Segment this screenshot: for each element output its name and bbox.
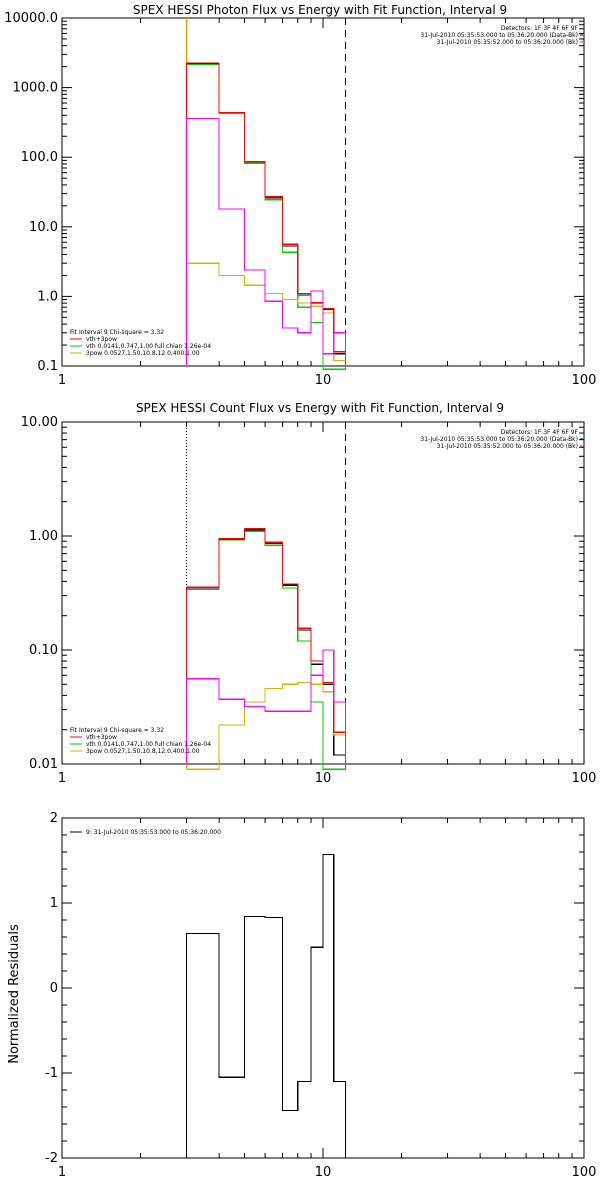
count-legend-bottom-left-line: vth 0.0141,0.747,1.00 full chian 1.26e-0… <box>86 741 211 748</box>
photon-y-tick-label: 10000.0 <box>4 11 58 26</box>
photon-y-tick-label: 1.0 <box>37 289 58 304</box>
count-x-tick-label: 10 <box>315 771 332 786</box>
count-series-3 <box>185 528 347 764</box>
photon-y-tick-label: 0.1 <box>37 359 58 374</box>
count-legend-top-right-line: 31-Jul-2010 05:35:53.000 to 05:36:20.000… <box>420 436 578 443</box>
residuals-series-group <box>185 853 347 1158</box>
count-y-tick-label: 0.10 <box>29 643 58 658</box>
photon-title: SPEX HESSI Photon Flux vs Energy with Fi… <box>133 3 507 17</box>
photon-series-0 <box>185 63 347 366</box>
count-legend-top-right-line: Detectors: 1F 3F 4F 6F 9F <box>501 429 579 436</box>
photon-x-tick-label: 1 <box>58 373 66 388</box>
count-x-tick-label: 100 <box>572 771 597 786</box>
residuals-y-axis-label: Normalized Residuals <box>7 924 22 1064</box>
photon-legend-top-right-line: Detectors: 1F 3F 4F 6F 9F <box>501 25 579 32</box>
count-y-tick-label: 0.01 <box>29 757 58 772</box>
count-series-2 <box>185 681 347 770</box>
residuals-y-tick-label: -1 <box>45 1066 58 1081</box>
count-series-4 <box>185 649 347 764</box>
photon-series-1 <box>185 63 347 370</box>
photon-panel: SPEX HESSI Photon Flux vs Energy with Fi… <box>4 3 596 388</box>
residuals-x-tick-label: 10 <box>315 1165 332 1180</box>
residuals-x-tick-label: 1 <box>58 1165 66 1180</box>
count-legend-bottom-left-line: vth+3pow <box>86 734 117 741</box>
photon-x-tick-label: 100 <box>572 373 597 388</box>
count-x-tick-label: 1 <box>58 771 66 786</box>
photon-series-group <box>185 62 347 370</box>
residuals-y-tick-label: 0 <box>50 981 58 996</box>
photon-y-tick-label: 1000.0 <box>13 81 59 96</box>
residuals-legends: 9: 31-Jul-2010 05:35:53.000 to 05:36:20.… <box>70 829 221 836</box>
count-axes: 1 10 100 0.01 0.10 1.00 10.00 <box>21 415 597 786</box>
photon-legend-bottom-left-line: vth 0.0141,0.747,1.00 full chian 1.26e-0… <box>86 343 211 350</box>
residuals-x-tick-label: 100 <box>572 1165 597 1180</box>
count-legend-top-right-line: 31-Jul-2010 05:35:52.000 to 05:36:20.000… <box>437 443 578 450</box>
photon-series-3 <box>185 62 347 366</box>
count-vertical-lines <box>186 422 347 764</box>
count-y-tick-label: 1.00 <box>29 529 58 544</box>
photon-y-tick-label: 100.0 <box>21 150 58 165</box>
photon-vertical-lines <box>185 18 347 366</box>
photon-legend-bottom-left-line: vth+3pow <box>86 336 117 343</box>
residuals-panel: Normalized Residuals 1 10 100 -2 -1 0 1 2 9: 31… <box>7 811 596 1180</box>
count-y-tick-label: 10.00 <box>21 415 58 430</box>
count-legend-bottom-left-line: 3pow 0.0527,1.50,10.8,12.0,400,1.00 <box>86 748 200 755</box>
photon-y-tick-label: 10.0 <box>29 220 58 235</box>
residuals-y-tick-label: -2 <box>45 1151 58 1166</box>
photon-series-2 <box>185 262 347 366</box>
count-series-0 <box>185 529 347 764</box>
residuals-axes: 1 10 100 -2 -1 0 1 2 <box>45 811 596 1180</box>
photon-x-tick-label: 10 <box>315 373 332 388</box>
count-series-group <box>185 528 347 770</box>
residuals-y-tick-label: 1 <box>50 896 58 911</box>
photon-series-4 <box>185 117 347 366</box>
residuals-y-tick-label: 2 <box>50 811 58 826</box>
count-title: SPEX HESSI Count Flux vs Energy with Fit… <box>136 401 504 415</box>
count-panel: SPEX HESSI Count Flux vs Energy with Fit… <box>21 401 597 786</box>
residuals-series-0 <box>185 853 347 1158</box>
count-series-1 <box>185 530 347 770</box>
photon-legend-top-right-line: 31-Jul-2010 05:35:53.000 to 05:36:20.000… <box>420 32 578 39</box>
count-legend-bottom-left-line: Fit Interval 9 Chi-square = 3.32 <box>70 727 164 734</box>
photon-legend-bottom-left-line: 3pow 0.0527,1.50,10.8,12.0,400,1.00 <box>86 350 200 357</box>
photon-legend-bottom-left-line: Fit Interval 9 Chi-square = 3.32 <box>70 329 164 336</box>
residuals-legend-top-left-line: 9: 31-Jul-2010 05:35:53.000 to 05:36:20.… <box>86 829 221 836</box>
photon-legend-top-right-line: 31-Jul-2010 05:35:52.000 to 05:36:20.000… <box>437 39 578 46</box>
